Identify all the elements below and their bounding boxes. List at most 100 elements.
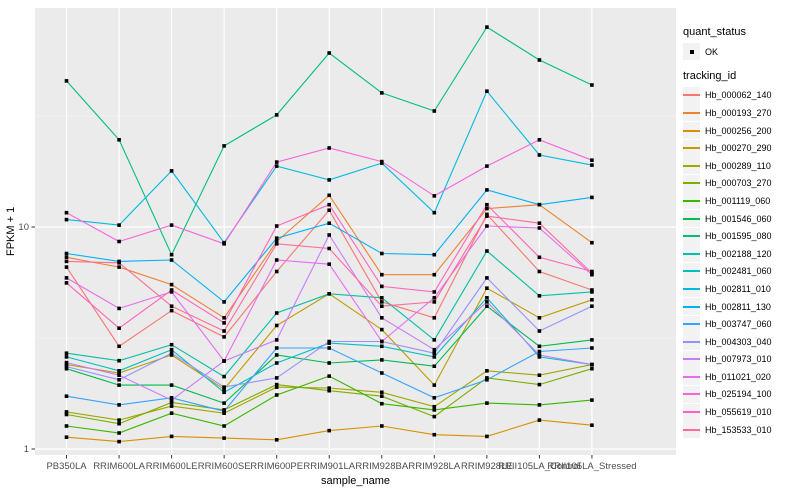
x-tick-label: RRIM928BA [355,461,408,472]
data-point [274,269,279,274]
data-point [590,338,594,342]
data-point [485,188,489,192]
legend-key-line [683,157,700,175]
legend-item-Hb_000193_270: Hb_000193_270 [683,104,798,122]
data-point [537,153,542,157]
data-point [169,434,174,439]
data-point [274,160,279,164]
data-point [485,25,489,29]
legend-item-Hb_000062_140: Hb_000062_140 [683,86,798,105]
data-point [64,412,69,417]
data-point [64,394,69,398]
legend-item-Hb_055619_010: Hb_055619_010 [683,403,798,421]
data-point [537,382,542,387]
data-point [485,286,489,290]
legend-key-line [683,245,700,263]
series-color-swatch-icon [683,411,700,414]
data-point [169,223,174,227]
data-point [169,347,174,352]
data-point [380,296,384,300]
data-point [274,258,279,262]
data-point [485,249,489,253]
data-point [64,210,69,215]
data-point [274,385,279,389]
data-point [169,308,174,313]
data-point [380,394,384,398]
data-point [169,411,174,415]
legend-key-line [683,192,700,210]
point-swatch-icon [689,49,694,54]
data-point [64,362,69,367]
data-point [432,290,437,294]
data-point [64,276,69,280]
legend-item-Hb_000270_290: Hb_000270_290 [683,139,798,157]
legend-item-label: Hb_002481_060 [705,266,772,277]
data-point [64,255,69,260]
data-point [117,418,121,422]
data-point [274,361,279,365]
data-point [327,178,331,182]
data-point [222,409,226,413]
data-point [274,311,279,315]
data-point [380,159,384,164]
data-point [327,428,331,433]
legend-item-Hb_153533_010: Hb_153533_010 [683,421,798,439]
data-point [485,376,489,380]
legend-item-Hb_002481_060: Hb_002481_060 [683,262,798,281]
data-point [274,438,279,442]
series-color-swatch-icon [683,252,700,255]
data-point [117,378,121,382]
data-point [380,339,384,344]
data-point [432,296,437,300]
legend-item-label: Hb_000289_110 [705,160,771,171]
data-point [590,158,594,162]
legend-key-point [683,43,700,61]
data-point [117,239,121,244]
data-point [274,353,279,357]
series-color-swatch-icon [683,375,700,378]
data-point [117,421,121,426]
legend-item-label: Hb_002811_130 [705,301,771,312]
data-point [327,339,331,344]
data-point [537,226,542,230]
x-tick-label: RRIM600PE [250,461,303,472]
data-point [537,138,542,142]
data-point [590,362,594,367]
series-color-swatch-icon [683,199,700,202]
data-point [432,351,437,355]
legend-item-Hb_003747_060: Hb_003747_060 [683,315,798,333]
legend-item-label: Hb_000256_200 [705,125,772,136]
legend-item-label: Hb_004303_040 [705,336,772,347]
data-point [432,109,437,113]
data-point [327,388,331,393]
series-color-swatch-icon [683,305,700,308]
data-point [590,298,594,302]
data-point [222,335,226,339]
data-point [380,390,384,395]
data-point [537,355,542,359]
data-point [380,284,384,289]
data-point [169,290,174,294]
data-point [537,294,542,298]
series-color-swatch-icon [683,111,700,114]
data-point [327,246,331,251]
data-point [590,346,594,350]
series-color-swatch-icon [683,340,700,343]
legend-key-line [683,421,700,439]
legend-item-label: OK [705,46,719,57]
data-point [432,347,437,352]
x-tick-label: RRIM600LA [93,461,145,472]
data-point [327,292,331,296]
legend-item-Hb_007973_010: Hb_007973_010 [683,350,798,369]
data-point [274,236,279,240]
legend-item-Hb_000703_270: Hb_000703_270 [683,174,798,193]
legend-item-Hb_001595_080: Hb_001595_080 [683,227,798,245]
data-point [432,272,437,277]
data-point [117,358,121,363]
data-point [537,418,542,422]
data-point [485,304,489,308]
data-point [64,281,69,285]
data-point [274,382,279,387]
data-point [222,411,226,415]
